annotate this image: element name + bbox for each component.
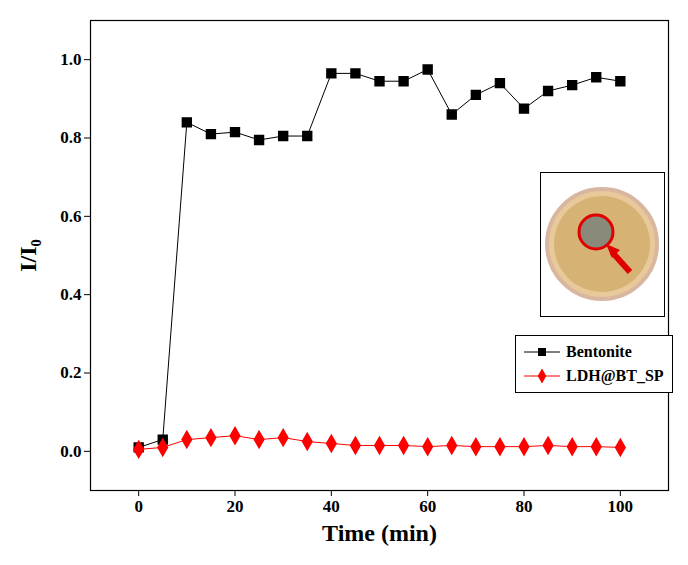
html-text:Bentonite: Bentonite	[566, 343, 632, 360]
svg-text:100: 100	[608, 497, 634, 516]
svg-text:0.4: 0.4	[60, 285, 82, 304]
svg-text:40: 40	[323, 497, 340, 516]
html-text:LDH@BT_SP: LDH@BT_SP	[566, 367, 664, 384]
svg-text:20: 20	[227, 497, 244, 516]
svg-text:0.8: 0.8	[60, 128, 81, 147]
svg-text:1.0: 1.0	[60, 50, 81, 69]
svg-text:0.0: 0.0	[60, 442, 81, 461]
svg-text:80: 80	[516, 497, 533, 516]
svg-text:0.2: 0.2	[60, 363, 81, 382]
svg-text:I/I₀: I/I₀	[15, 239, 41, 272]
svg-text:0: 0	[134, 497, 143, 516]
svg-text:0.6: 0.6	[60, 207, 81, 226]
svg-text:60: 60	[419, 497, 436, 516]
svg-text:Time (min): Time (min)	[322, 520, 437, 546]
